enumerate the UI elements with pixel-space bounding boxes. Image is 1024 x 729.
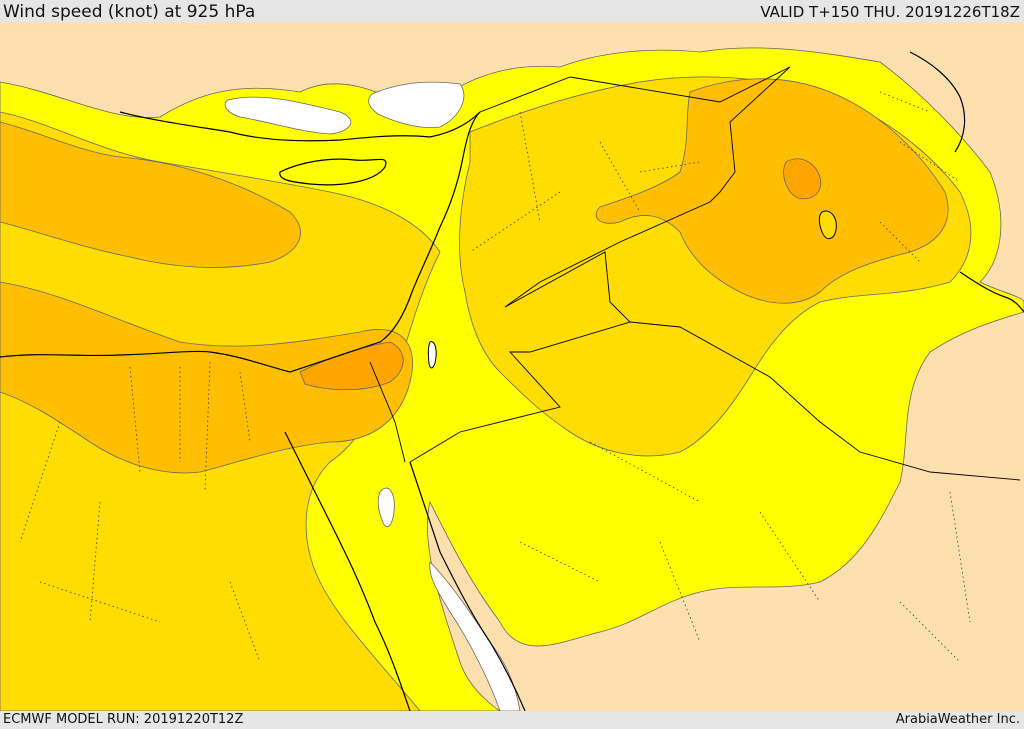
valid-time: VALID T+150 THU. 20191226T18Z [760,3,1020,21]
coastline-redsea-west [284,431,411,711]
footer-bar: ECMWF MODEL RUN: 20191220T12Z ArabiaWeat… [0,711,1024,729]
border-syria-iraq [479,66,791,308]
coastline-caspian [909,51,966,153]
dead-sea [427,341,437,369]
model-run-label: ECMWF MODEL RUN: 20191220T12Z [3,712,244,727]
coastline-med [0,111,481,373]
wind-speed-map [0,22,1024,711]
lake-tharthar [818,210,837,239]
border-jordan-saudi [409,251,631,463]
admin-boundaries [19,91,971,663]
border-iraq-saudi [629,321,1021,481]
calm-patch-aegean [224,96,352,135]
strong-wind-iraq [783,158,822,200]
coastline-redsea-east [409,461,526,711]
coastline-gulf [959,271,1024,313]
border-egypt-sinai [369,361,406,463]
credit-label: ArabiaWeather Inc. [895,712,1020,727]
calm-patch-gulf [377,487,395,528]
fresh-wind-sea [0,121,301,268]
calm-patch-north [368,81,465,129]
header-bar: Wind speed (knot) at 925 hPa VALID T+150… [0,0,1024,22]
map-canvas [0,22,1024,711]
fresh-wind-iraq [595,78,949,304]
calm-patch-redsea [429,561,521,711]
map-title: Wind speed (knot) at 925 hPa [3,2,256,22]
fresh-wind-egypt [0,281,413,474]
coastline-turkey [119,111,481,142]
coastline-cyprus [279,158,387,186]
